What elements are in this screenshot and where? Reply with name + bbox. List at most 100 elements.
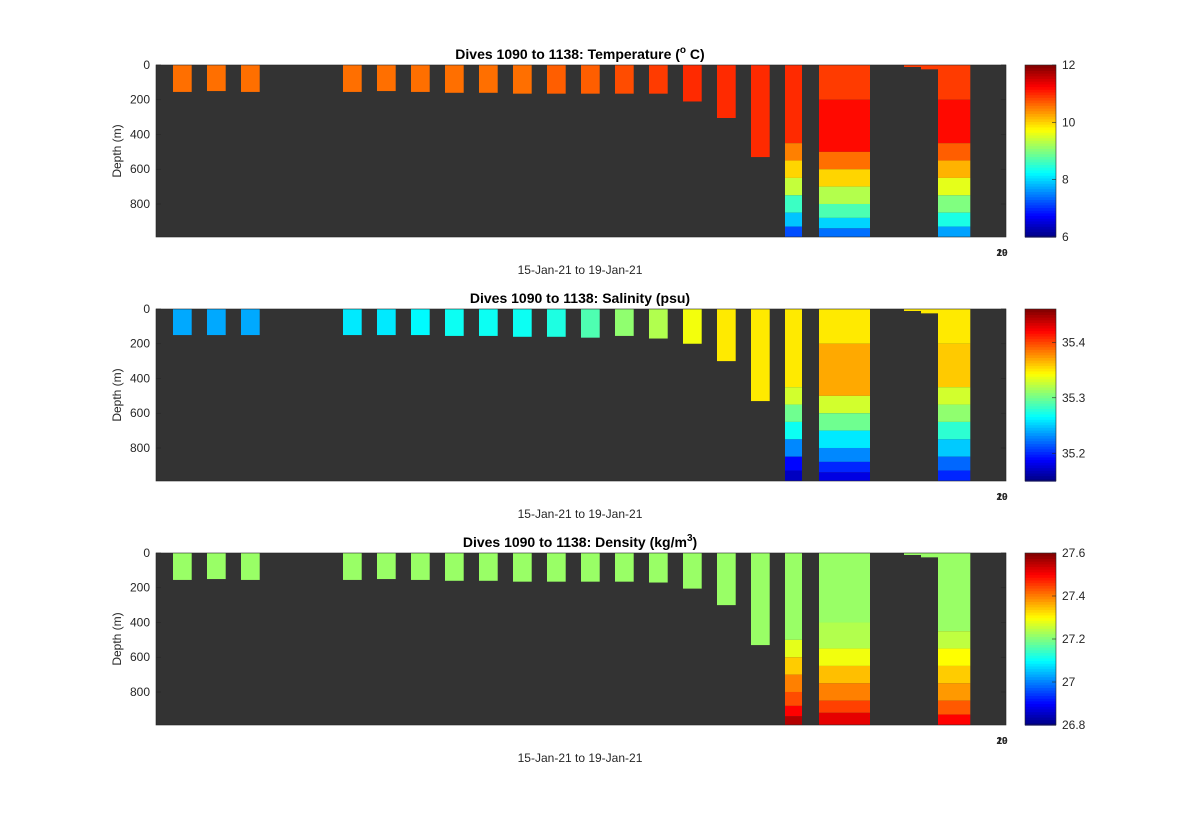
colorbar-cell: [1025, 365, 1056, 369]
colorbar-cell: [1025, 102, 1056, 106]
colorbar-cell: [1025, 609, 1056, 613]
colorbar-cell: [1025, 687, 1056, 691]
dive-profile: [173, 553, 192, 580]
chart-title-superscript: o: [680, 45, 686, 56]
colorbar-cell: [1025, 118, 1056, 123]
x-axis-label: 15-Jan-21 to 19-Jan-21: [518, 507, 643, 521]
dive-profile: [785, 553, 802, 725]
colorbar-cell: [1025, 416, 1056, 420]
y-tick-label: 600: [130, 406, 150, 420]
profile-cell: [819, 461, 870, 473]
profile-cell: [819, 553, 870, 623]
profile-cell: [785, 177, 802, 196]
profile-cell: [819, 413, 870, 431]
dive-profile: [938, 65, 971, 237]
colorbar-cell: [1025, 78, 1056, 82]
colorbar-cell: [1025, 124, 1056, 128]
surface-profile: [904, 553, 921, 555]
colorbar-cell: [1025, 682, 1056, 686]
profile-cell: [479, 65, 498, 93]
profile-cell: [751, 309, 770, 402]
y-tick-label: 0: [143, 302, 150, 316]
colorbar-cell: [1025, 446, 1056, 450]
colorbar-cell: [1025, 673, 1056, 678]
profile-cell: [683, 553, 702, 589]
profile-cell: [241, 65, 260, 92]
colorbar-cell: [1025, 194, 1056, 198]
profile-cell: [938, 387, 971, 405]
profile-cell: [547, 553, 566, 582]
profile-cell: [173, 309, 192, 336]
colorbar-cell: [1025, 105, 1056, 109]
colorbar-cell: [1025, 73, 1056, 77]
colorbar-cell: [1025, 319, 1056, 324]
profile-cell: [411, 553, 430, 580]
colorbar-cell: [1025, 405, 1056, 410]
colorbar-cell: [1025, 99, 1056, 104]
dive-profile: [343, 309, 362, 336]
profile-cell: [938, 160, 971, 178]
colorbar-cell: [1025, 569, 1056, 573]
profile-cell: [819, 217, 870, 229]
colorbar-tick-label: 26.8: [1062, 718, 1086, 732]
profile-cell: [938, 683, 971, 701]
profile-cell: [938, 343, 971, 388]
profile-cell: [377, 309, 396, 336]
colorbar-cell: [1025, 357, 1056, 361]
y-tick-label: 600: [130, 162, 150, 176]
colorbar-tick-label: 6: [1062, 230, 1069, 244]
colorbar-cell: [1025, 167, 1056, 171]
colorbar-cell: [1025, 212, 1056, 217]
colorbar-cell: [1025, 553, 1056, 557]
colorbar-cell: [1025, 386, 1056, 391]
profile-cell: [581, 309, 600, 338]
colorbar-cell: [1025, 411, 1056, 415]
colorbar-cell: [1025, 427, 1056, 431]
dive-profile: [819, 65, 870, 237]
colorbar-cell: [1025, 330, 1056, 334]
colorbar-cell: [1025, 424, 1056, 428]
colorbar-cell: [1025, 188, 1056, 192]
chart-title: Dives 1090 to 1138: Density (kg/m3): [463, 533, 697, 550]
dive-profile: [547, 309, 566, 337]
colorbar-cell: [1025, 164, 1056, 168]
profile-cell: [615, 553, 634, 582]
x-tick-label: 19: [996, 248, 1008, 259]
profile-cell: [513, 553, 532, 582]
colorbar-cell: [1025, 134, 1056, 139]
profile-cell: [819, 700, 870, 713]
profile-cell: [445, 553, 464, 581]
dive-profile: [717, 65, 736, 118]
colorbar-cell: [1025, 647, 1056, 651]
profile-cell: [343, 553, 362, 580]
y-axis-label: Depth (m): [110, 124, 124, 177]
colorbar-cell: [1025, 322, 1056, 326]
colorbar-cell: [1025, 185, 1056, 190]
colorbar-cell: [1025, 716, 1056, 721]
colorbar-cell: [1025, 432, 1056, 436]
colorbar-cell: [1025, 148, 1056, 152]
colorbar-cell: [1025, 228, 1056, 233]
colorbar-tick-label: 12: [1062, 58, 1076, 72]
profile-cell: [343, 65, 362, 92]
colorbar-cell: [1025, 579, 1056, 584]
dive-profile: [513, 309, 532, 337]
profile-cell: [785, 674, 802, 692]
colorbar-cell: [1025, 456, 1056, 461]
dive-profile: [751, 309, 770, 402]
colorbar-cell: [1025, 172, 1056, 176]
colorbar-cell: [1025, 110, 1056, 114]
profile-cell: [938, 456, 971, 471]
colorbar-cell: [1025, 169, 1056, 174]
profile-cell: [819, 99, 870, 152]
colorbar-cell: [1025, 202, 1056, 206]
colorbar-cell: [1025, 421, 1056, 426]
colorbar-cell: [1025, 451, 1056, 455]
colorbar-cell: [1025, 555, 1056, 559]
profile-cell: [938, 648, 971, 666]
colorbar-cell: [1025, 392, 1056, 396]
dive-profile: [547, 553, 566, 582]
dive-profile: [615, 309, 634, 336]
colorbar-cell: [1025, 142, 1056, 147]
